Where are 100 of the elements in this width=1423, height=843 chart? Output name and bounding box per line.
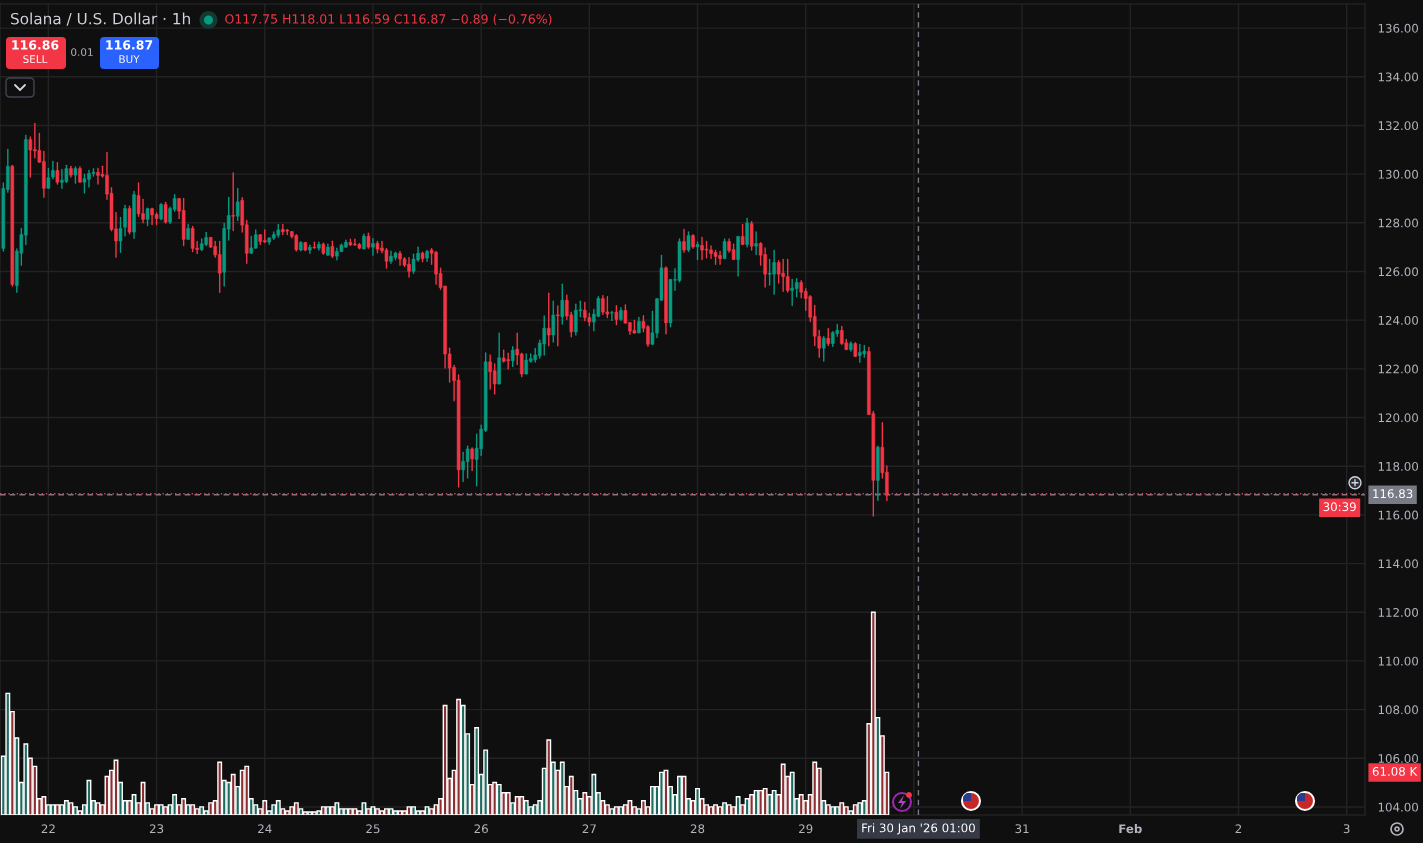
annotation: SELL [23,55,48,64]
bar [181,798,187,815]
candlestick [190,225,195,253]
bar [325,806,331,815]
bar [483,749,489,815]
annotation: 116.86 [12,40,59,50]
bar [244,765,250,815]
bar [271,804,277,815]
y-tick-label: 132.00 [1378,121,1419,131]
bar [347,808,353,815]
bar [618,806,624,815]
candlestick [858,343,862,363]
candlestick [217,240,222,293]
bar [375,808,380,815]
candlestick [740,223,745,246]
bar [659,771,664,815]
candlestick [28,136,33,178]
y-tick-label: 118.00 [1378,461,1419,471]
bar [352,808,358,815]
candlestick [551,300,556,343]
candlestick [231,172,235,232]
candlestick [767,258,772,286]
bar [519,796,525,815]
x-tick-label: 22 [41,824,55,833]
bar [41,796,47,815]
y-tick-label: 108.00 [1378,705,1419,715]
candlestick [821,335,826,362]
candlestick [754,231,758,256]
x-tick-label: 3 [1343,824,1350,834]
candlestick [583,301,587,322]
candlestick [127,205,132,235]
x-tick-label: 23 [149,824,164,834]
x-tick-label: 27 [582,824,596,833]
x-tick-label: 25 [366,824,380,834]
x-tick-label: Feb [1119,824,1142,834]
bar [843,806,849,815]
bar [388,808,394,815]
candlestick [519,352,524,378]
bar [379,810,385,815]
bar [789,771,795,815]
bar [726,804,732,815]
bar [411,806,416,815]
bar [262,800,268,815]
candlestick [614,305,619,326]
bar [758,789,764,815]
bar [343,808,349,815]
bar [402,810,407,815]
annotation: 0.01 [71,48,93,57]
candlestick [547,292,551,347]
candlestick [574,303,578,336]
bar [140,781,146,815]
bar [68,802,74,815]
candlestick [470,447,474,472]
bar [289,806,295,815]
bar [857,802,863,815]
candlestick [235,187,240,222]
candlestick [772,249,776,295]
bar [523,800,529,815]
annotation: 30:39 [1323,502,1356,512]
bar [474,727,480,815]
bar [190,804,196,815]
candlestick [794,278,799,298]
candlestick [492,363,497,395]
bar [316,810,322,815]
x-tick-label: 31 [1015,824,1029,834]
candlestick [542,315,547,356]
candlestick [749,220,754,251]
x-tick-label: 26 [474,824,488,834]
x-tick-label: 24 [258,824,272,833]
bar [627,800,633,815]
x-tick-label: 28 [690,824,705,834]
bar [415,810,421,815]
bar [609,808,615,815]
annotation: 116.87 [106,40,153,50]
bar [546,739,552,815]
y-tick-label: 136.00 [1378,23,1419,33]
bar [591,773,597,815]
bar [72,806,78,815]
bar [735,796,741,815]
y-tick-label: 134.00 [1378,72,1419,82]
bar [812,761,818,815]
y-tick-label: 104.00 [1378,802,1419,812]
bar [307,811,313,815]
text: O117.75 H118.01 L116.59 C116.87 −0.89 (−0.76%) [225,13,552,26]
bar [59,804,65,815]
bar [50,804,56,815]
bar [424,806,430,815]
y-tick-label: 120.00 [1378,413,1419,423]
y-tick-label: 124.00 [1378,315,1419,325]
bar [311,811,317,815]
bar [456,698,462,815]
candlestick [745,217,749,248]
bar [199,806,205,815]
text: 61.08 K [1372,766,1418,776]
bar [275,800,281,815]
ref-line-label: Fri 30 Jan '26 01:00 [862,823,975,835]
bar [154,804,160,815]
bar [397,810,403,815]
candlestick [163,201,168,224]
bar [505,792,511,815]
